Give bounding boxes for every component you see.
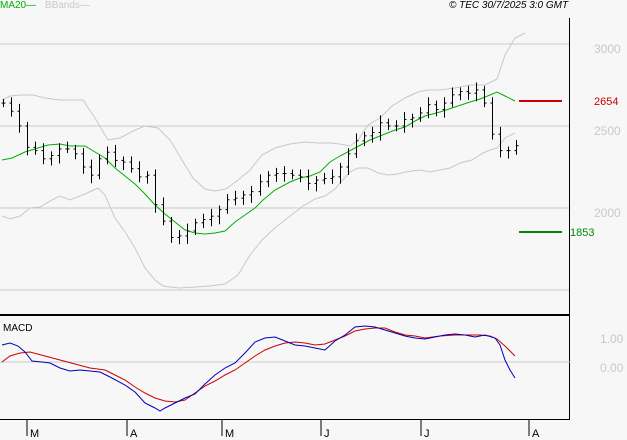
macd-label: MACD (3, 323, 32, 334)
price-axis-labels: 3000 2500 2000 (594, 42, 621, 220)
x-tick-a2: A (532, 428, 540, 440)
resistance-level-label: 2654 (594, 96, 618, 108)
x-tick-a1: A (130, 428, 138, 440)
macd-tick-0: 0.00 (600, 361, 624, 375)
x-tick-m2: M (225, 428, 234, 440)
macd-tick-1: 1.00 (600, 332, 624, 346)
macd-line (1, 325, 516, 412)
bbands-lower-line (1, 132, 516, 289)
y-tick-3000: 3000 (594, 42, 621, 56)
x-tick-j2: J (424, 428, 430, 440)
legend: MA20— BBands— (0, 0, 90, 12)
macd-signal-line (1, 327, 516, 403)
legend-bbands: BBands— (44, 0, 90, 11)
time-axis (26, 420, 530, 436)
x-tick-m1: M (30, 428, 39, 440)
y-tick-2500: 2500 (594, 124, 621, 138)
ohlc-bars (1, 82, 519, 245)
ma20-line (1, 91, 516, 235)
copyright-text: © TEC 30/7/2025 3:0 GMT (449, 0, 569, 11)
bbands-upper-line (1, 32, 526, 192)
price-gridlines (0, 43, 570, 291)
y-tick-2000: 2000 (594, 206, 621, 220)
support-level-label: 1853 (570, 227, 594, 239)
x-tick-j1: J (324, 428, 330, 440)
legend-ma20: MA20— (0, 0, 37, 11)
macd-axis-labels: 1.00 0.00 (600, 332, 624, 375)
